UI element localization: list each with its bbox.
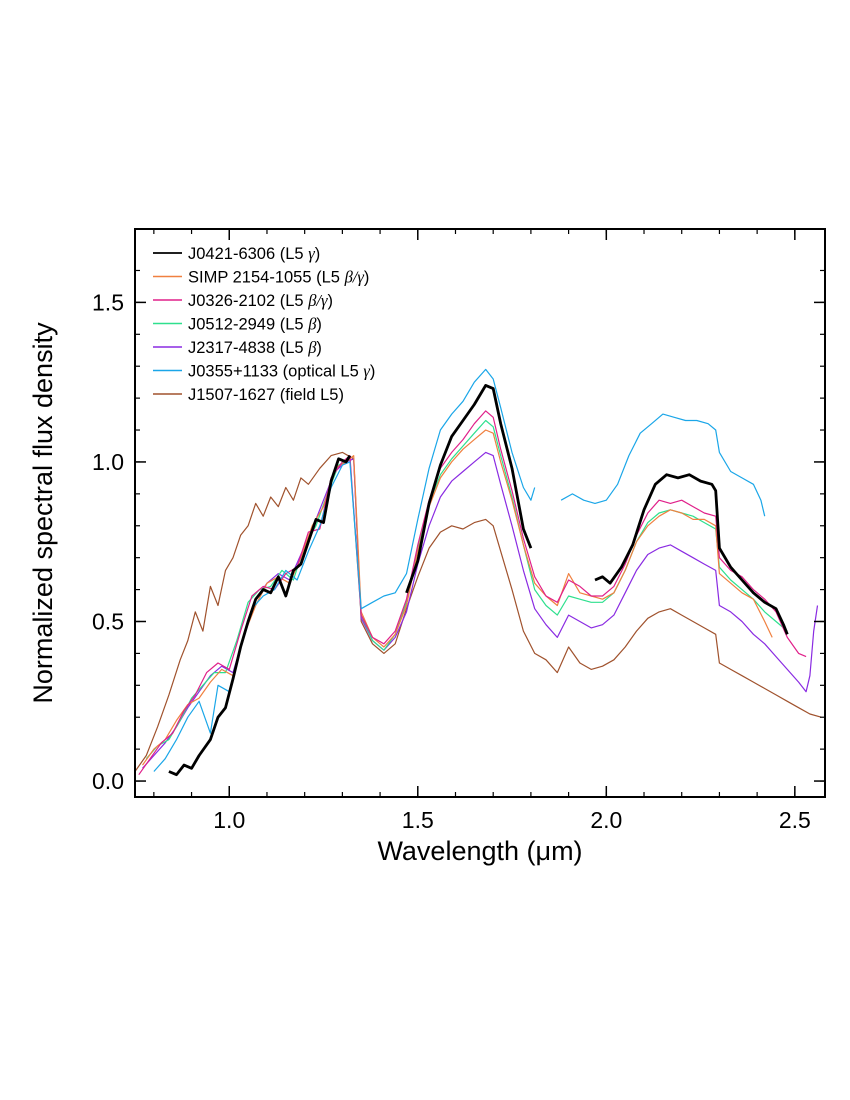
legend-label: J2317-4838 (L5 β) [188, 338, 322, 357]
series-line [560, 413, 766, 517]
tick-layer: 1.0 1.5 2.0 2.5 0.0 0.5 1.0 1.5 [92, 229, 825, 833]
series-line [405, 383, 533, 594]
series-line [142, 429, 773, 766]
legend: J0421-6306 (L5 γ) SIMP 2154-1055 (L5 β/γ)… [153, 244, 375, 404]
series-line [145, 419, 788, 760]
legend-label: J0421-6306 (L5 γ) [188, 244, 320, 263]
series-j0355-1133 [153, 368, 766, 772]
y-axis-title: Normalized spectral flux density [28, 322, 58, 704]
series-j0421-6306 [168, 383, 789, 777]
series-line [138, 410, 807, 776]
legend-label: J0326-2102 (L5 β/γ) [188, 291, 333, 310]
plot-frame [134, 228, 826, 798]
legend-label: J0355+1133 (optical L5 γ) [188, 362, 375, 381]
series-line [134, 451, 822, 772]
x-tick-label: 1.0 [213, 807, 245, 833]
legend-label: SIMP 2154-1055 (L5 β/γ) [188, 268, 369, 287]
y-tick-label: 0.5 [92, 608, 124, 634]
y-tick-label: 1.0 [92, 449, 124, 475]
series-j0326-2102 [138, 410, 807, 776]
x-tick-label: 2.0 [590, 807, 622, 833]
series-j1507-1627 [134, 451, 822, 772]
series-line [594, 473, 789, 635]
legend-label: J0512-2949 (L5 β) [188, 315, 322, 334]
series-j0512-2949 [145, 419, 788, 760]
y-tick-label: 0.0 [92, 768, 124, 794]
x-tick-label: 2.5 [779, 807, 811, 833]
series-simp [142, 429, 773, 766]
y-tick-label: 1.5 [92, 289, 124, 315]
x-axis-title: Wavelength (μm) [377, 836, 582, 866]
legend-label: J1507-1627 (field L5) [188, 386, 344, 404]
x-tick-label: 1.5 [402, 807, 434, 833]
series-layer [134, 368, 822, 777]
series-line [153, 368, 536, 772]
series-line [168, 454, 352, 777]
